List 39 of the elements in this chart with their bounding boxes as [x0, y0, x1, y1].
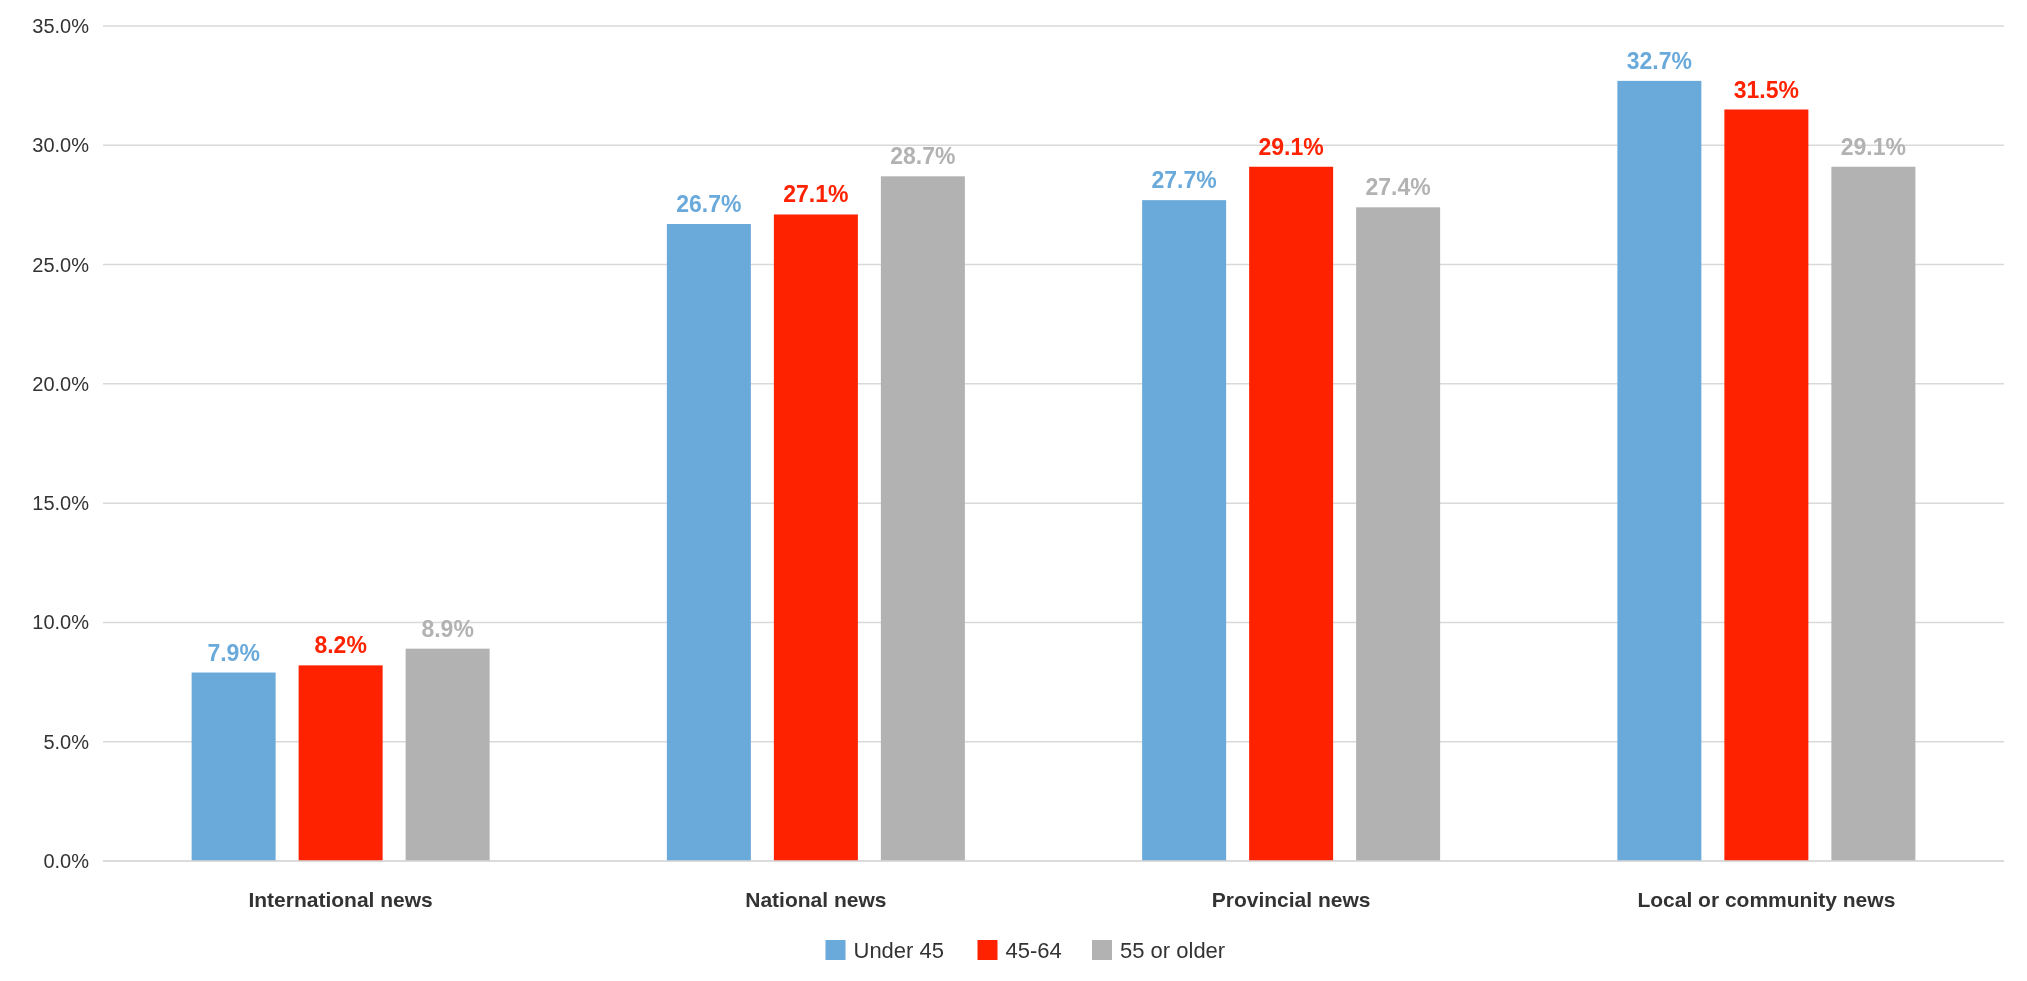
data-label: 27.1% — [783, 181, 849, 208]
bar — [773, 214, 858, 861]
x-tick-label: International news — [248, 888, 433, 911]
data-label: 27.7% — [1151, 167, 1217, 194]
y-tick-label: 35.0% — [32, 15, 90, 37]
bar — [880, 176, 965, 861]
y-tick-label: 0.0% — [43, 850, 90, 872]
bar — [1831, 166, 1916, 861]
bar — [1617, 80, 1702, 861]
bar — [1249, 166, 1334, 861]
data-label: 29.1% — [1258, 133, 1324, 160]
x-tick-label: Provincial news — [1211, 888, 1371, 911]
y-tick-label: 15.0% — [32, 492, 90, 515]
data-label: 8.2% — [314, 632, 367, 659]
data-label: 31.5% — [1733, 76, 1799, 103]
data-label: 28.7% — [890, 143, 956, 170]
legend-label: 45-64 — [1005, 937, 1062, 963]
data-label: 26.7% — [676, 191, 742, 218]
bar — [1142, 200, 1227, 861]
y-tick-label: 10.0% — [32, 611, 90, 634]
bar — [405, 648, 490, 861]
data-label: 8.9% — [421, 615, 474, 642]
legend-label: Under 45 — [853, 937, 945, 963]
data-label: 7.9% — [207, 639, 260, 666]
bar — [298, 665, 383, 861]
x-tick-label: Local or community news — [1637, 888, 1896, 911]
bar — [191, 672, 276, 861]
bar — [1724, 109, 1809, 861]
legend-label: 55 or older — [1120, 937, 1226, 963]
bar — [666, 224, 751, 861]
data-label: 32.7% — [1626, 47, 1692, 74]
bar — [1356, 207, 1441, 861]
y-tick-label: 20.0% — [32, 372, 90, 395]
data-label: 29.1% — [1840, 133, 1906, 160]
y-tick-label: 5.0% — [43, 730, 90, 753]
x-tick-label: National news — [745, 888, 887, 911]
data-label: 27.4% — [1365, 174, 1431, 201]
y-tick-label: 30.0% — [32, 134, 90, 157]
y-tick-label: 25.0% — [32, 253, 90, 276]
